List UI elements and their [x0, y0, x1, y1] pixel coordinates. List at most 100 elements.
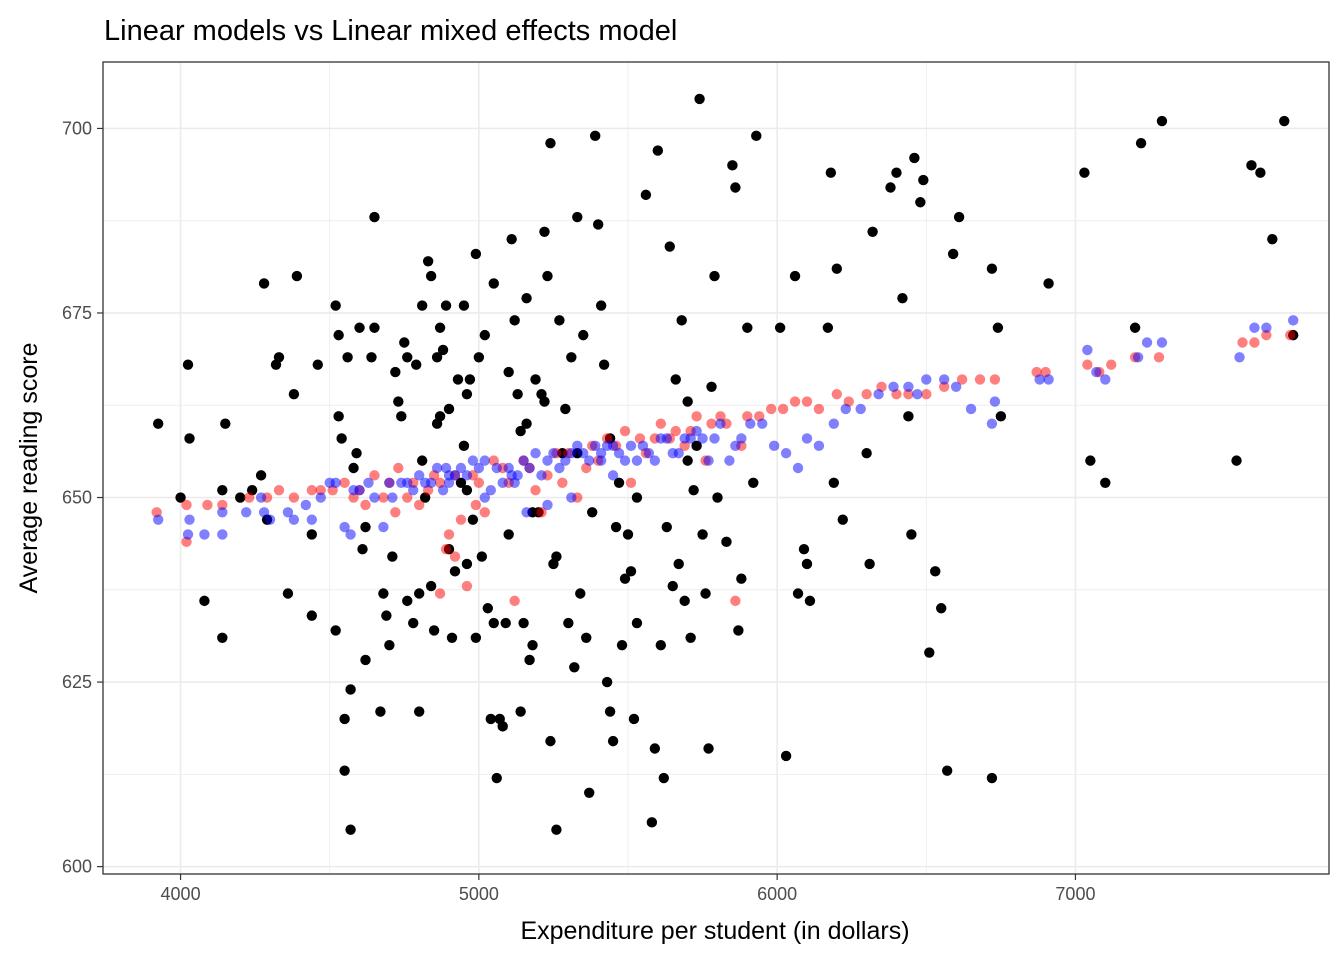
- mixed-model-point: [715, 418, 726, 429]
- observed-point: [393, 396, 404, 407]
- mixed-model-point: [509, 477, 520, 488]
- observed-point: [709, 270, 720, 282]
- mixed-model-point: [589, 440, 601, 452]
- observed-point: [524, 654, 535, 666]
- observed-point: [655, 639, 667, 651]
- mixed-model-point: [402, 477, 413, 488]
- mixed-model-point: [989, 396, 1001, 407]
- observed-point: [685, 632, 696, 643]
- observed-point: [497, 721, 508, 732]
- observed-point: [485, 713, 496, 725]
- observed-point: [691, 440, 702, 452]
- linear-model-point: [378, 492, 389, 503]
- observed-point: [425, 270, 437, 282]
- mixed-model-point: [709, 433, 720, 444]
- observed-point: [986, 263, 998, 274]
- observed-point: [339, 765, 350, 776]
- observed-point: [470, 632, 482, 643]
- observed-point: [482, 603, 494, 614]
- mixed-model-point: [566, 492, 577, 503]
- observed-point: [936, 603, 947, 614]
- mixed-model-point: [387, 492, 398, 503]
- observed-point: [947, 248, 959, 260]
- observed-point: [780, 750, 792, 762]
- mixed-model-point: [673, 448, 684, 459]
- mixed-model-point: [1288, 315, 1299, 326]
- linear-model-point: [765, 403, 777, 415]
- linear-model-point: [315, 484, 326, 496]
- observed-point: [515, 425, 526, 437]
- observed-point: [789, 270, 801, 282]
- observed-point: [273, 352, 285, 363]
- mixed-model-point: [306, 514, 318, 525]
- observed-point: [545, 735, 556, 747]
- observed-point: [378, 588, 389, 599]
- x-tick-label: 7000: [1055, 884, 1095, 904]
- observed-point: [733, 625, 744, 636]
- observed-point: [461, 388, 473, 400]
- observed-point: [503, 366, 514, 378]
- mixed-model-point: [631, 455, 643, 466]
- mixed-model-point: [873, 388, 884, 400]
- observed-point: [992, 322, 1004, 333]
- mixed-model-point: [757, 418, 768, 429]
- observed-point: [589, 130, 601, 142]
- observed-point: [530, 374, 541, 385]
- mixed-model-point: [548, 448, 559, 459]
- observed-point: [1100, 477, 1111, 488]
- observed-point: [646, 817, 658, 828]
- observed-point: [631, 492, 643, 503]
- mixed-model-point: [518, 455, 529, 466]
- observed-point: [306, 529, 318, 540]
- observed-point: [1267, 233, 1278, 245]
- linear-model-point: [1249, 337, 1260, 348]
- observed-point: [175, 492, 186, 503]
- observed-point: [670, 374, 681, 385]
- observed-point: [464, 374, 476, 385]
- observed-point: [402, 595, 413, 607]
- mixed-model-point: [595, 448, 607, 459]
- linear-model-point: [1237, 337, 1248, 348]
- mixed-model-point: [554, 462, 565, 474]
- observed-point: [411, 359, 422, 370]
- observed-point: [515, 706, 526, 717]
- mixed-model-point: [572, 440, 583, 452]
- mixed-model-point: [536, 470, 547, 481]
- observed-point: [431, 352, 443, 363]
- observed-point: [152, 418, 164, 429]
- observed-point: [631, 617, 643, 629]
- observed-point: [351, 448, 362, 459]
- mixed-model-point: [619, 455, 631, 466]
- mixed-model-point: [584, 455, 595, 466]
- observed-point: [184, 433, 195, 444]
- observed-point: [491, 772, 502, 784]
- observed-point: [360, 654, 371, 666]
- linear-model-point: [655, 418, 667, 429]
- observed-point: [503, 529, 514, 540]
- observed-point: [941, 765, 953, 776]
- observed-point: [416, 300, 428, 311]
- mixed-model-point: [264, 514, 276, 525]
- observed-point: [825, 167, 837, 178]
- observed-point: [413, 706, 425, 717]
- linear-model-point: [813, 403, 825, 415]
- mixed-model-point: [425, 477, 437, 488]
- observed-point: [640, 189, 652, 201]
- linear-model-point: [921, 388, 932, 400]
- observed-point: [551, 824, 562, 835]
- linear-model-point: [557, 477, 568, 488]
- linear-model-point: [789, 396, 801, 407]
- observed-point: [924, 647, 935, 658]
- observed-point: [413, 588, 425, 599]
- observed-point: [360, 521, 371, 533]
- mixed-model-point: [384, 477, 395, 488]
- mixed-model-point: [607, 440, 619, 452]
- observed-point: [408, 617, 419, 629]
- observed-point: [366, 352, 377, 363]
- observed-point: [673, 558, 684, 570]
- observed-point: [1156, 115, 1168, 127]
- mixed-model-point: [938, 374, 950, 385]
- observed-point: [1246, 160, 1257, 171]
- observed-point: [437, 344, 449, 356]
